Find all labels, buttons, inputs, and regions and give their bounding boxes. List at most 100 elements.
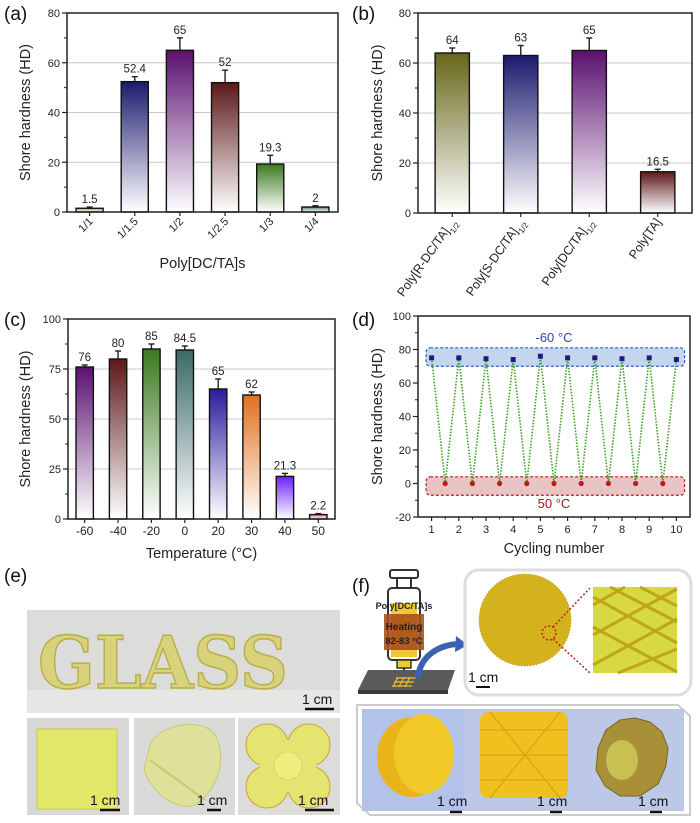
data-label: 1.5 — [82, 194, 98, 206]
y-tick-label: -20 — [395, 512, 411, 524]
arrow-icon — [415, 641, 459, 679]
x-tick-label: 1/2 — [167, 216, 186, 235]
scale-bar-label: 1 cm — [90, 792, 120, 808]
x-tick-label: 20 — [212, 524, 226, 538]
data-point — [456, 355, 462, 361]
chart-d: (d) -20 0 20 40 60 80 100 Shore hardness (HD) 1 2 3… — [352, 310, 691, 557]
x-tick-label: 1/1 — [76, 216, 95, 235]
bar — [256, 163, 285, 213]
bar — [639, 171, 676, 214]
data-point — [619, 356, 625, 362]
x-axis-label: Cycling number — [504, 541, 605, 557]
data-point — [673, 357, 679, 363]
panel-label: (d) — [352, 310, 375, 331]
plot-frame — [66, 12, 339, 213]
printed-objects-panel: 1 cm 1 cm 1 cm — [356, 704, 691, 816]
panel-f: (f) Poly[DC/TA]s Heating 82-83 °C — [352, 568, 693, 816]
y-tick-label: 80 — [399, 8, 411, 20]
photo-flower: 1 cm — [238, 718, 340, 815]
x-tick-label: 9 — [646, 524, 652, 536]
x-tick-label: 5 — [537, 524, 543, 536]
y-axis-label: Shore hardness (HD) — [18, 351, 34, 488]
x-tick-label: 1/1.5 — [115, 216, 141, 242]
y-tick-label: 80 — [48, 8, 60, 20]
data-point — [442, 480, 448, 487]
bar — [502, 54, 539, 214]
heating-label: Heating — [386, 622, 423, 633]
x-tick-label: 0 — [181, 524, 188, 538]
data-point — [537, 353, 543, 359]
x-tick-label: Poly[TA] — [626, 216, 664, 262]
data-label: 85 — [145, 331, 158, 343]
y-tick-label: 0 — [54, 207, 60, 219]
chart-b: (b) 0 20 40 60 80 Shore hardness (HD) 64 Poly[R-… — [352, 4, 693, 299]
y-tick-label: 40 — [48, 108, 60, 120]
scale-bar-label: 1 cm — [302, 691, 332, 707]
bar — [242, 394, 261, 520]
y-tick-label: 20 — [399, 445, 411, 457]
data-point — [592, 355, 598, 361]
series-line — [430, 356, 678, 484]
scale-bar-label: 1 cm — [638, 793, 668, 809]
data-point — [429, 355, 435, 361]
x-tick-label: 1/3 — [257, 216, 276, 235]
y-axis-label: Shore hardness (HD) — [370, 348, 386, 485]
temperature-band — [425, 347, 686, 367]
x-tick-label: 8 — [619, 524, 625, 536]
y-tick-label: 25 — [49, 464, 61, 476]
panel-label-f: (f) — [352, 576, 370, 597]
heater-block — [384, 614, 424, 650]
panel-label: (c) — [4, 310, 26, 331]
scale-bar-label: 1 cm — [468, 669, 498, 685]
scale-bar-label: 1 cm — [298, 792, 328, 808]
data-label: 16.5 — [647, 156, 669, 168]
x-axis-label: Poly[DC/TA]s — [160, 256, 246, 272]
plot-frame — [417, 12, 693, 214]
material-label: Poly[DC/TA]s — [376, 601, 433, 611]
x-tick-label: 1 — [429, 524, 435, 536]
data-label: 2 — [312, 193, 318, 205]
x-tick-label: 1/4 — [302, 216, 321, 235]
y-tick-label: 0 — [55, 514, 61, 526]
y-axis-label: Shore hardness (HD) — [18, 44, 34, 181]
panel-label: (b) — [352, 4, 375, 25]
y-tick-label: 60 — [399, 58, 411, 70]
y-tick-label: 0 — [405, 479, 411, 491]
data-point — [510, 357, 516, 363]
x-tick-label: 30 — [245, 524, 259, 538]
temperature-band — [425, 476, 686, 496]
printer-schematic: Poly[DC/TA]s Heating 82-83 °C — [358, 569, 468, 694]
x-tick-label: 1/2.5 — [205, 216, 231, 242]
x-tick-label: -60 — [76, 524, 94, 538]
x-tick-label: Poly[DC/TA]1/2 — [539, 215, 599, 290]
bar — [108, 358, 128, 520]
data-label: 84.5 — [174, 333, 196, 345]
data-point — [551, 480, 557, 487]
data-label: 52 — [219, 57, 232, 69]
chart-a: (a) 0 20 40 60 80 Shore hardness (HD) 1.5 1/1 52.… — [4, 4, 339, 272]
data-point — [605, 480, 612, 487]
y-tick-label: 20 — [48, 157, 60, 169]
x-axis-label: Temperature (°C) — [146, 546, 257, 562]
data-label: 2.2 — [310, 501, 326, 513]
x-tick-label-main: Poly[R-DC/TA] — [394, 225, 452, 299]
y-tick-label: 100 — [393, 311, 411, 323]
y-tick-label: 40 — [399, 412, 411, 424]
printed-disk — [479, 574, 571, 666]
x-tick-label: -20 — [143, 524, 161, 538]
data-label: 63 — [514, 33, 527, 45]
bar — [165, 49, 195, 213]
bar — [210, 81, 240, 213]
y-tick-label: 60 — [399, 378, 411, 390]
y-tick-label: 50 — [49, 414, 61, 426]
data-label: 52.4 — [124, 64, 147, 76]
bar — [208, 388, 228, 520]
y-tick-label: 75 — [49, 364, 61, 376]
x-tick-label-main: Poly[DC/TA] — [539, 225, 589, 289]
x-tick-label: 4 — [510, 524, 516, 536]
printed-disk-panel: 1 cm — [463, 568, 693, 697]
x-tick-label: -40 — [109, 524, 127, 538]
bar — [142, 348, 161, 520]
data-point — [633, 480, 639, 487]
